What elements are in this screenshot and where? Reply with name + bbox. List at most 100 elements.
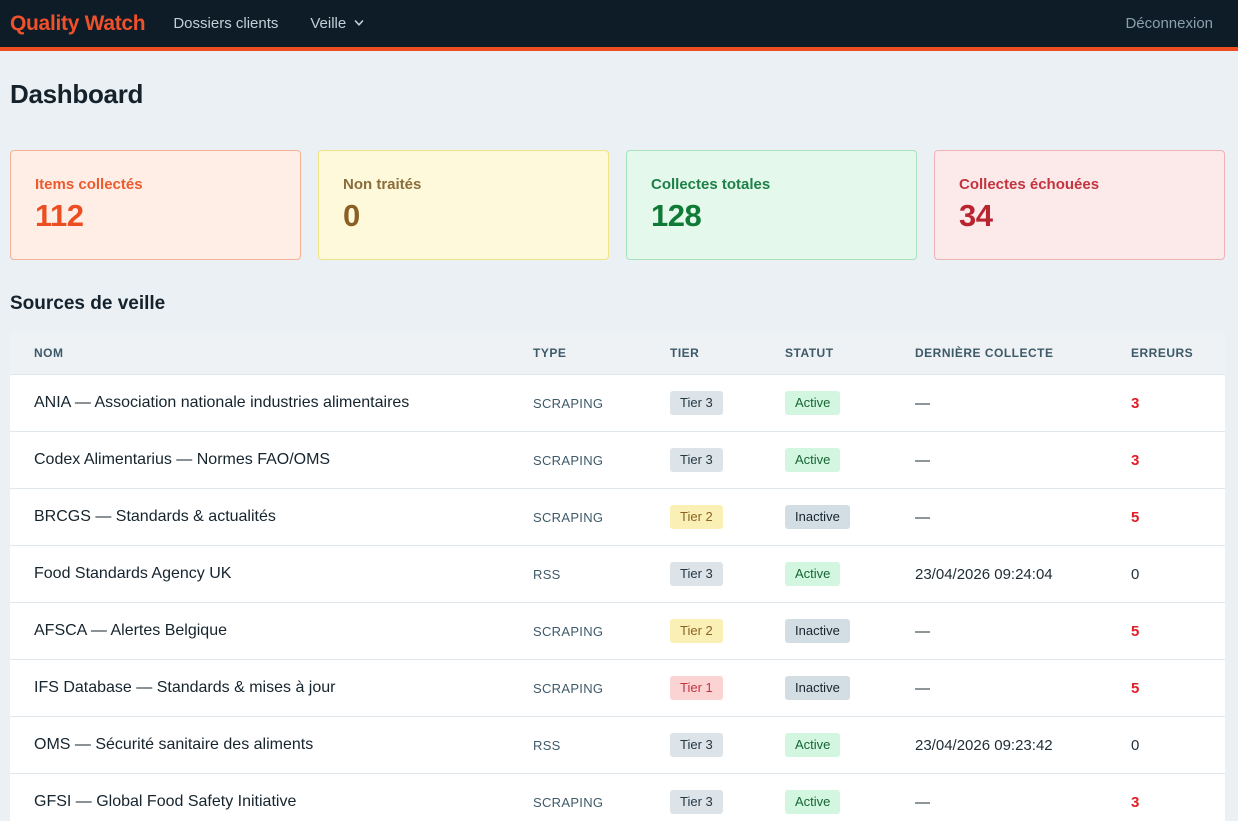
error-count: 0 [1131,565,1140,583]
stat-value: 34 [959,198,993,233]
nav-item-label: Veille [310,15,347,32]
status-badge: Inactive [785,505,850,529]
stat-label: Non traités [343,176,422,193]
status-badge: Active [785,562,841,586]
last-collect-value: — [915,394,930,412]
source-name: Codex Alimentarius — Normes FAO/OMS [34,451,331,468]
error-count: 3 [1131,394,1140,412]
column-header: TYPE [533,346,567,360]
table-row[interactable]: OMS — Sécurité sanitaire des aliments RS… [10,716,1225,773]
main-content: Dashboard Items collectés 112 Non traité… [0,79,1238,821]
last-collect-value: — [915,679,930,697]
status-cell: Active [785,448,915,472]
error-count: 5 [1131,679,1140,697]
error-count: 0 [1131,736,1140,754]
table-row[interactable]: Codex Alimentarius — Normes FAO/OMS SCRA… [10,431,1225,488]
source-type: SCRAPING [533,509,604,525]
stat-card: Items collectés 112 [10,150,301,260]
tier-badge: Tier 2 [670,619,723,643]
table-row[interactable]: Food Standards Agency UK RSS Tier 3 Acti… [10,545,1225,602]
source-type: SCRAPING [533,680,604,696]
table-row[interactable]: GFSI — Global Food Safety Initiative SCR… [10,773,1225,821]
source-type: SCRAPING [533,452,604,468]
last-collect-value: — [915,793,930,811]
stat-label: Collectes échouées [959,176,1100,193]
table-row[interactable]: ANIA — Association nationale industries … [10,374,1225,431]
status-badge: Inactive [785,619,850,643]
stat-value: 128 [651,198,702,233]
tier-badge: Tier 3 [670,391,723,415]
source-type: RSS [533,737,561,753]
chevron-down-icon [352,16,366,34]
stat-card: Collectes totales 128 [626,150,917,260]
tier-badge: Tier 3 [670,790,723,814]
source-name: BRCGS — Standards & actualités [34,508,276,525]
column-header: NOM [34,346,64,360]
tier-badge: Tier 1 [670,676,723,700]
logout-button[interactable]: Déconnexion [1125,15,1213,32]
stat-value: 0 [343,198,360,233]
status-cell: Active [785,562,915,586]
stat-label: Collectes totales [651,176,771,193]
status-badge: Inactive [785,676,850,700]
nav-item-veille[interactable]: Veille [310,14,366,34]
stat-card: Non traités 0 [318,150,609,260]
column-header: DERNIÈRE COLLECTE [915,346,1054,360]
last-collect-value: 23/04/2026 09:24:04 [915,565,1053,583]
tier-badge: Tier 2 [670,505,723,529]
nav-item-label: Dossiers clients [173,15,279,32]
source-name: IFS Database — Standards & mises à jour [34,679,336,696]
source-name: OMS — Sécurité sanitaire des aliments [34,736,314,753]
stat-label: Items collectés [35,176,143,193]
nav-item-dossiers-clients[interactable]: Dossiers clients [173,15,278,32]
error-count: 3 [1131,451,1140,469]
source-type: SCRAPING [533,623,604,639]
table-row[interactable]: AFSCA — Alertes Belgique SCRAPING Tier 2… [10,602,1225,659]
source-type: SCRAPING [533,395,604,411]
sources-section-title: Sources de veille [10,293,166,314]
error-count: 5 [1131,622,1140,640]
status-cell: Inactive [785,619,915,643]
status-cell: Active [785,391,915,415]
main-nav: Dossiers clients Veille [173,14,366,34]
tier-cell: Tier 2 [670,619,785,643]
status-badge: Active [785,790,841,814]
column-header: TIER [670,346,700,360]
column-header: STATUT [785,346,834,360]
table-row[interactable]: BRCGS — Standards & actualités SCRAPING … [10,488,1225,545]
table-row[interactable]: IFS Database — Standards & mises à jour … [10,659,1225,716]
tier-badge: Tier 3 [670,733,723,757]
last-collect-value: — [915,508,930,526]
error-count: 5 [1131,508,1140,526]
status-cell: Active [785,790,915,814]
tier-cell: Tier 3 [670,733,785,757]
stat-value: 112 [35,198,84,233]
source-name: Food Standards Agency UK [34,565,232,582]
status-badge: Active [785,391,841,415]
last-collect-value: — [915,451,930,469]
tier-cell: Tier 2 [670,505,785,529]
status-cell: Active [785,733,915,757]
tier-cell: Tier 3 [670,391,785,415]
tier-cell: Tier 3 [670,562,785,586]
source-type: SCRAPING [533,794,604,810]
stat-cards: Items collectés 112 Non traités 0 Collec… [10,150,1225,260]
status-cell: Inactive [785,676,915,700]
stat-card: Collectes échouées 34 [934,150,1225,260]
column-header: ERREURS [1131,346,1194,360]
table-body: ANIA — Association nationale industries … [10,374,1225,821]
tier-badge: Tier 3 [670,448,723,472]
source-type: RSS [533,566,561,582]
brand-logo[interactable]: Quality Watch [10,11,146,35]
table-header-row: NOM TYPE TIER STATUT DERNIÈRE COLLECTE E… [10,332,1225,374]
status-cell: Inactive [785,505,915,529]
status-badge: Active [785,733,841,757]
tier-cell: Tier 1 [670,676,785,700]
sources-table: NOM TYPE TIER STATUT DERNIÈRE COLLECTE E… [10,332,1225,821]
source-name: GFSI — Global Food Safety Initiative [34,793,297,810]
tier-badge: Tier 3 [670,562,723,586]
last-collect-value: 23/04/2026 09:23:42 [915,736,1053,754]
source-name: AFSCA — Alertes Belgique [34,622,227,639]
status-badge: Active [785,448,841,472]
tier-cell: Tier 3 [670,448,785,472]
